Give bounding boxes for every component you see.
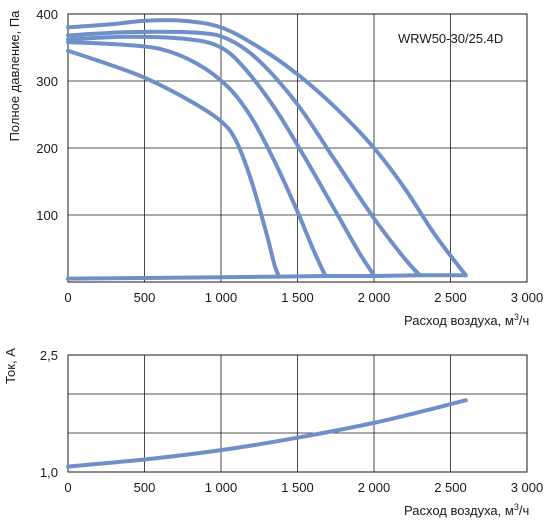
pressure-y-tick-label: 400: [36, 7, 58, 22]
current-x-tick-label: 3 000: [511, 480, 544, 495]
pressure-x-tick-label: 500: [134, 290, 156, 305]
current-y-tick-label: 2,5: [40, 348, 58, 363]
pressure-x-tick-label: 3 000: [511, 290, 544, 305]
pressure-curves: [66, 18, 468, 281]
pressure-series-line: [66, 273, 468, 281]
pressure-chart-grid: [67, 13, 528, 283]
current-x-tick-label: 2 500: [434, 480, 467, 495]
pressure-x-axis-label: Расход воздуха, м3/ч: [404, 312, 529, 328]
pressure-y-axis-label: Полное давление, Па: [7, 10, 22, 142]
current-x-axis-label-tail: /ч: [519, 503, 529, 518]
pressure-series-line: [66, 29, 422, 278]
current-chart-grid: [67, 354, 528, 473]
current-y-tick-label: 1,0: [40, 465, 58, 480]
current-x-axis-label-sup: 3: [514, 502, 519, 512]
pressure-x-tick-label: 1 000: [205, 290, 238, 305]
current-x-axis-label-main: Расход воздуха, м: [404, 503, 514, 518]
pressure-x-tick-label: 2 500: [434, 290, 467, 305]
current-x-tick-label: 2 000: [358, 480, 391, 495]
pressure-series-line: [66, 34, 376, 278]
pressure-y-tick-label: 200: [36, 141, 58, 156]
pressure-y-tick-labels: 100 200 300 400: [36, 7, 58, 223]
pressure-x-tick-label: 2 000: [358, 290, 391, 305]
current-x-tick-label: 0: [64, 480, 71, 495]
current-x-tick-label: 1 500: [281, 480, 314, 495]
current-x-tick-labels: 0 500 1 000 1 500 2 000 2 500 3 000: [64, 480, 543, 495]
model-annotation: WRW50-30/25.4D: [398, 31, 503, 46]
pressure-y-tick-label: 100: [36, 208, 58, 223]
pressure-x-tick-label: 1 500: [281, 290, 314, 305]
current-x-tick-label: 1 000: [205, 480, 238, 495]
current-x-tick-label: 500: [134, 480, 156, 495]
current-y-tick-labels: 1,0 2,5: [40, 348, 58, 480]
pressure-y-tick-label: 300: [36, 74, 58, 89]
current-y-axis-label: Ток, А: [3, 348, 18, 384]
pressure-x-axis-label-main: Расход воздуха, м: [404, 313, 514, 328]
pressure-series-line: [66, 48, 282, 279]
pressure-x-tick-label: 0: [64, 290, 71, 305]
pressure-series-line: [66, 40, 328, 278]
current-x-axis-label: Расход воздуха, м3/ч: [404, 502, 529, 518]
pressure-x-axis-label-tail: /ч: [519, 313, 529, 328]
pressure-x-tick-labels: 0 500 1 000 1 500 2 000 2 500 3 000: [64, 290, 543, 305]
current-curve: [66, 398, 468, 469]
pressure-series-line: [66, 18, 468, 278]
pressure-x-axis-label-sup: 3: [514, 312, 519, 322]
current-series-line: [66, 398, 468, 469]
